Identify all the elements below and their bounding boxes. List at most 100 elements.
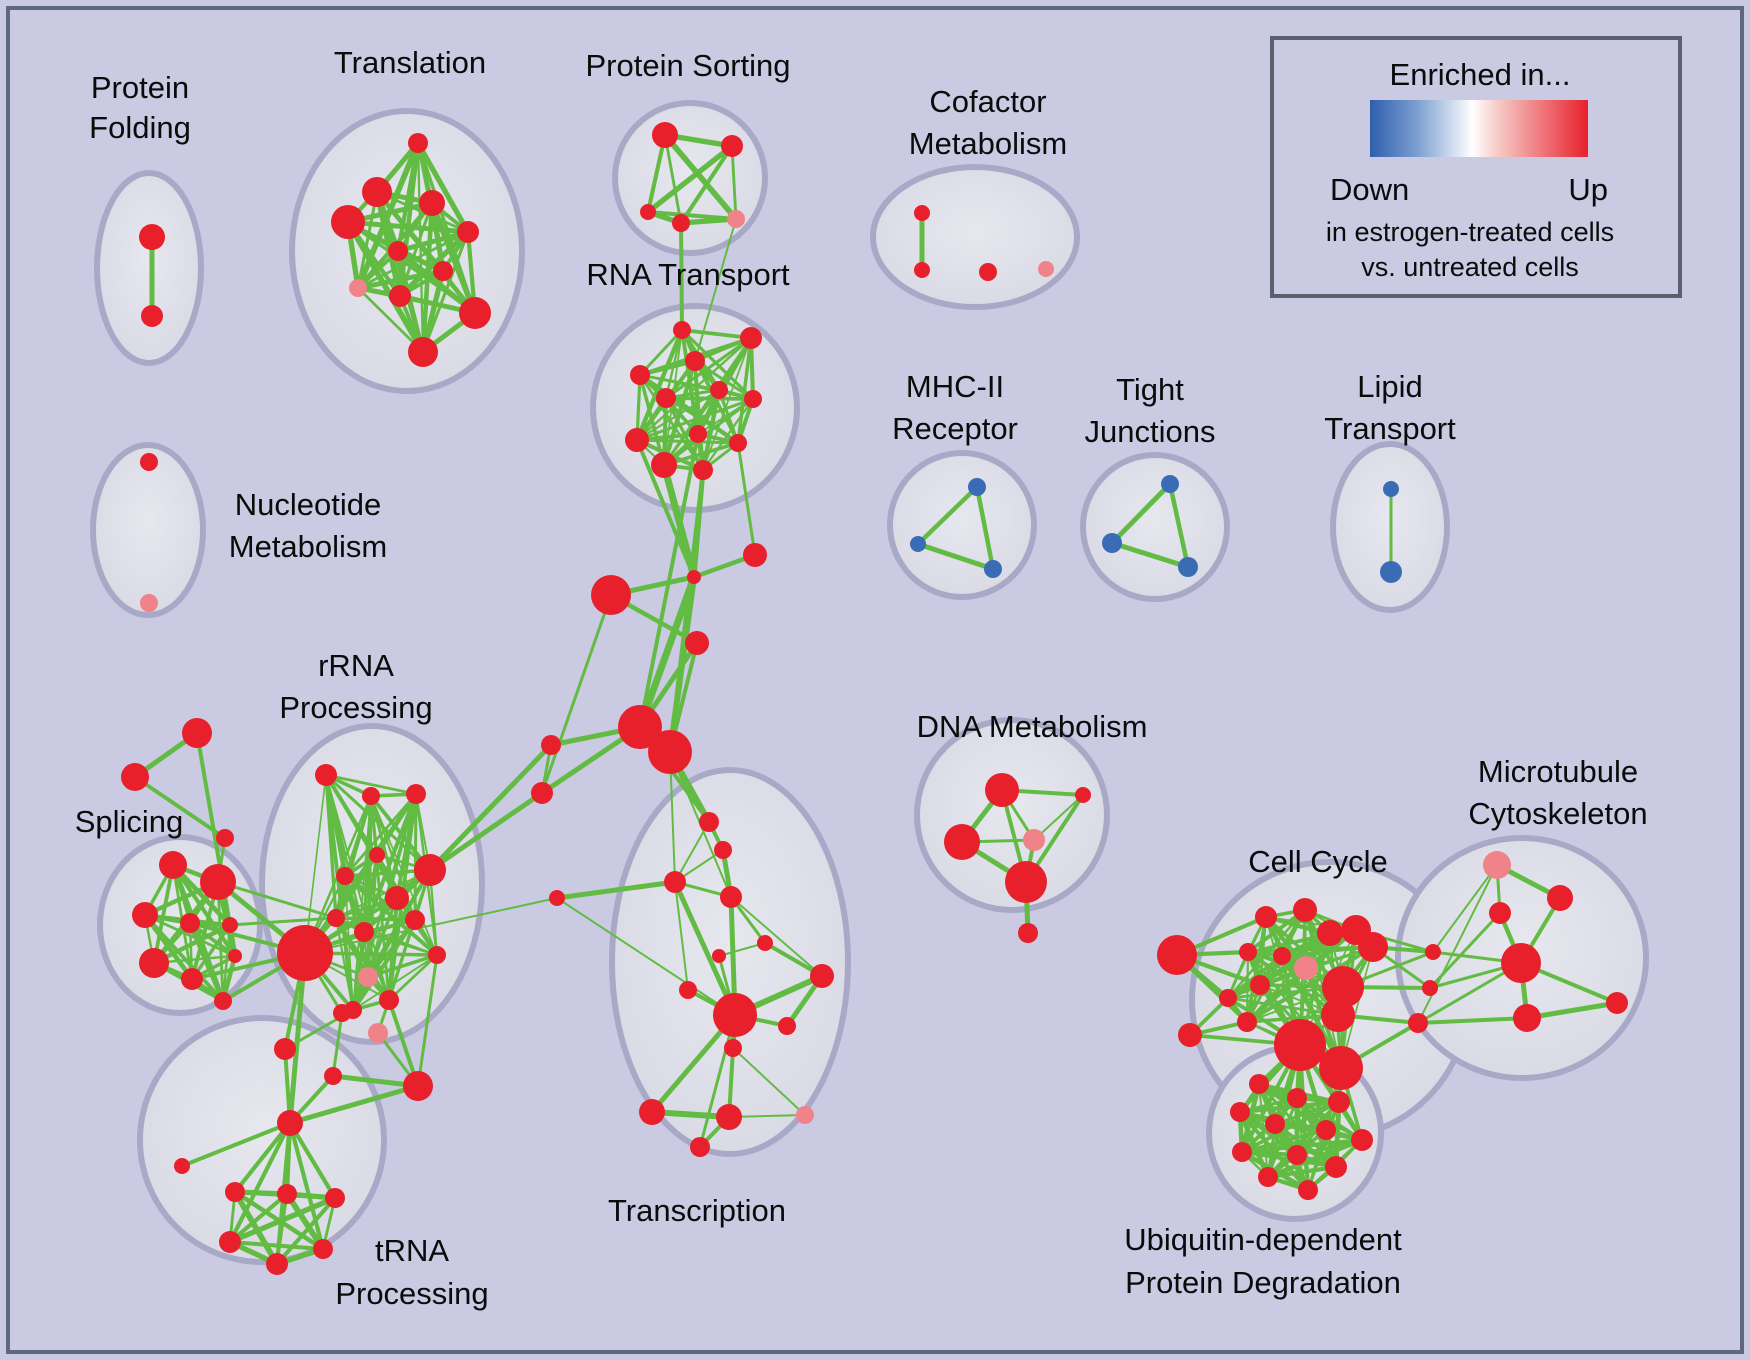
edge — [133, 775, 227, 840]
gene-set-node-ps1-red — [652, 122, 678, 148]
edge — [366, 953, 439, 979]
gene-set-node-ps3-red — [640, 204, 656, 220]
gene-set-node-u7-red — [1351, 1129, 1373, 1151]
gene-set-node-u10-red — [1325, 1156, 1347, 1178]
gene-set-node-s8-red — [214, 992, 232, 1010]
edge — [672, 879, 738, 1018]
edge — [1417, 864, 1498, 1024]
gene-set-node-t11-red — [639, 1099, 665, 1125]
gene-set-node-d2-red — [944, 824, 980, 860]
gene-set-node-tl7-red — [433, 261, 453, 281]
gene-set-node-t4-red — [720, 886, 742, 908]
gene-set-node-s4-red — [180, 913, 200, 933]
gene-set-node-d6-red — [1018, 923, 1038, 943]
edge — [415, 140, 471, 235]
gene-set-node-tu5-red — [333, 1004, 351, 1022]
cluster-label-cell-cycle: Cell Cycle — [1248, 844, 1388, 879]
cluster-label-nucleotide-metabolism: Metabolism — [229, 529, 388, 564]
gene-set-node-t12-red — [716, 1104, 742, 1130]
gene-set-node-thub-red — [277, 1110, 303, 1136]
gene-set-node-tn3-red — [325, 1188, 345, 1208]
cluster-label-lipid-transport: Transport — [1324, 411, 1456, 446]
gene-set-node-d1-red — [985, 773, 1019, 807]
gene-set-node-t5-red — [757, 935, 773, 951]
gene-set-node-d4-pink — [1023, 829, 1045, 851]
edge — [351, 930, 366, 1012]
gene-set-node-u5-red — [1265, 1114, 1285, 1134]
gene-set-node-s6-red — [139, 948, 169, 978]
gene-set-node-mtb-red — [1501, 943, 1541, 983]
cluster-ellipse-mhc-ii-receptor — [887, 450, 1037, 600]
gene-set-node-s1-red — [159, 851, 187, 879]
gene-set-node-c2-red — [1293, 898, 1317, 922]
edge — [216, 880, 338, 920]
cluster-label-rrna-processing: Processing — [279, 690, 432, 725]
gene-set-node-ch1-red — [687, 570, 701, 584]
edge — [730, 896, 823, 977]
edge — [228, 916, 338, 927]
edge — [352, 954, 438, 1011]
edge — [387, 998, 420, 1088]
edge — [664, 396, 740, 445]
legend-title: Enriched in... — [1390, 57, 1571, 92]
gene-set-node-u12-red — [1298, 1180, 1318, 1200]
cluster-label-ubiquitin-degradation: Protein Degradation — [1125, 1265, 1401, 1300]
gene-set-node-hub611-red — [591, 575, 631, 615]
gene-set-node-tn2-red — [277, 1184, 297, 1204]
edge — [635, 336, 753, 442]
gene-set-node-c8-red — [1322, 966, 1364, 1008]
gene-set-node-c7-red — [1273, 947, 1291, 965]
cluster-labels-layer: Protein Folding Translation Protein Sorting… — [75, 45, 1648, 1311]
gene-set-node-cn755-red — [743, 543, 767, 567]
gene-set-node-sa-red — [182, 718, 212, 748]
gene-set-node-rt8-red — [625, 428, 649, 452]
edge — [416, 953, 439, 1088]
gene-set-node-u6-red — [1316, 1120, 1336, 1140]
legend: Enriched in... Down Up in estrogen-treat… — [1270, 36, 1682, 298]
edge — [334, 916, 391, 1002]
cluster-label-nucleotide-metabolism: Nucleotide — [235, 487, 381, 522]
gene-set-node-bp1-red — [618, 705, 662, 749]
edge — [284, 1191, 326, 1252]
edge — [915, 484, 980, 547]
cluster-ellipse-protein-folding — [94, 170, 204, 366]
gene-set-node-t13-pink — [796, 1106, 814, 1124]
edge — [1033, 794, 1084, 841]
gene-set-node-rt3-red — [630, 365, 650, 385]
gene-set-node-bp2-red — [648, 730, 692, 774]
edge — [1237, 1099, 1342, 1115]
gene-set-node-rt11-red — [651, 452, 677, 478]
gene-set-node-mt5-red — [1513, 1004, 1541, 1032]
cluster-label-rrna-processing: rRNA — [318, 648, 394, 683]
cluster-label-translation: Translation — [334, 45, 486, 80]
edge — [331, 1011, 344, 1078]
edge — [694, 218, 737, 362]
gene-set-node-tn5-red — [266, 1253, 288, 1275]
gene-set-node-tl5-red — [457, 221, 479, 243]
cluster-label-trna-processing: tRNA — [375, 1233, 449, 1268]
edge — [663, 133, 683, 225]
edge — [1240, 1128, 1328, 1154]
cluster-label-microtubule-cytoskeleton: Cytoskeleton — [1468, 796, 1647, 831]
gene-set-node-tl1-red — [408, 133, 428, 153]
edge — [736, 336, 753, 445]
cluster-label-splicing: Splicing — [75, 804, 184, 839]
edge — [1280, 945, 1375, 958]
edge — [227, 1191, 290, 1245]
gene-set-node-r3-red — [406, 784, 426, 804]
gene-set-node-cg2-red — [1319, 1046, 1363, 1090]
edge — [356, 286, 425, 354]
gene-set-node-l1-blue — [1383, 481, 1399, 497]
cluster-ellipse-dna-metabolism — [914, 717, 1110, 913]
gene-set-node-l2-blue — [1380, 561, 1402, 583]
gene-set-node-rt5-red — [710, 381, 728, 399]
gene-set-node-pf1-red — [139, 224, 165, 250]
gene-set-node-d5-red — [1005, 861, 1047, 903]
gene-set-node-rt6-red — [744, 390, 762, 408]
cluster-label-lipid-transport: Lipid — [1357, 369, 1423, 404]
edge — [635, 397, 755, 442]
edge — [645, 132, 668, 215]
cluster-label-cofactor-metabolism: Cofactor — [929, 84, 1046, 119]
